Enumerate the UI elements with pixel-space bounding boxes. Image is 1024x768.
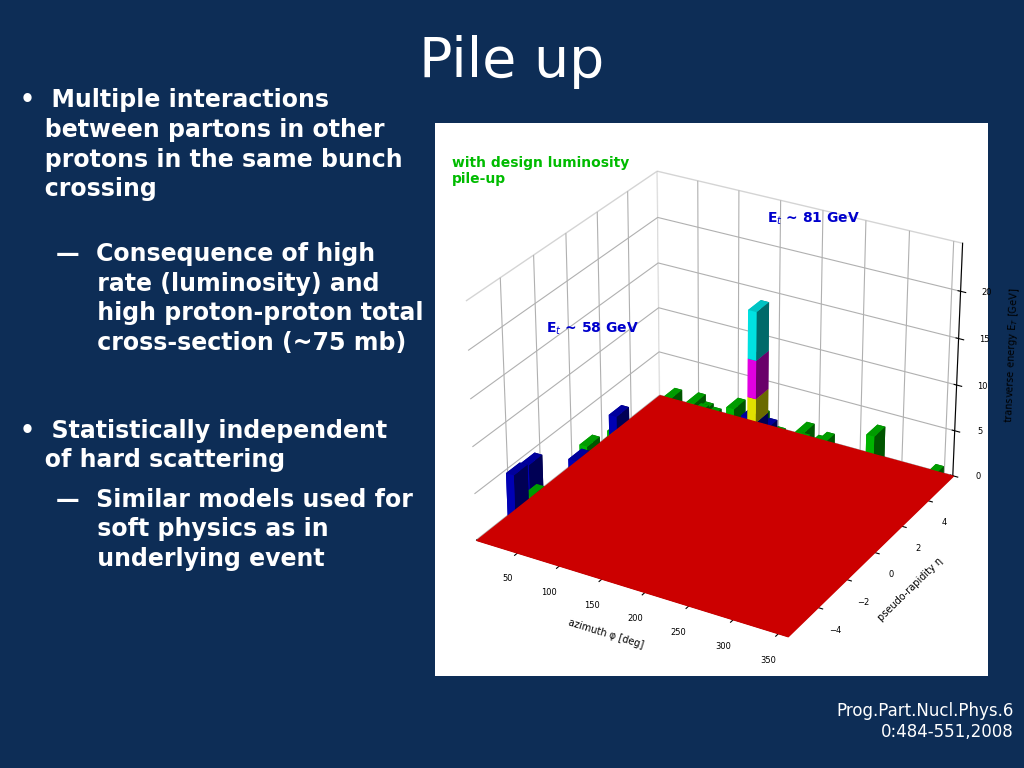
Text: —  Similar models used for
     soft physics as in
     underlying event: — Similar models used for soft physics a… (56, 488, 414, 571)
Text: E$_t$ ~ 81 GeV: E$_t$ ~ 81 GeV (767, 210, 860, 227)
Text: •  Statistically independent
   of hard scattering: • Statistically independent of hard scat… (20, 419, 388, 472)
Text: Pile up: Pile up (420, 35, 604, 88)
Text: —  Consequence of high
     rate (luminosity) and
     high proton-proton total
: — Consequence of high rate (luminosity) … (56, 242, 424, 355)
Text: E$_t$ ~ 58 GeV: E$_t$ ~ 58 GeV (546, 321, 639, 337)
Text: Prog.Part.Nucl.Phys.6
0:484-551,2008: Prog.Part.Nucl.Phys.6 0:484-551,2008 (837, 702, 1014, 741)
Text: •  Multiple interactions
   between partons in other
   protons in the same bunc: • Multiple interactions between partons … (20, 88, 403, 201)
X-axis label: azimuth φ [deg]: azimuth φ [deg] (567, 617, 645, 650)
Text: with design luminosity
pile-up: with design luminosity pile-up (452, 156, 629, 187)
Y-axis label: pseudo-rapidity η: pseudo-rapidity η (876, 556, 944, 624)
